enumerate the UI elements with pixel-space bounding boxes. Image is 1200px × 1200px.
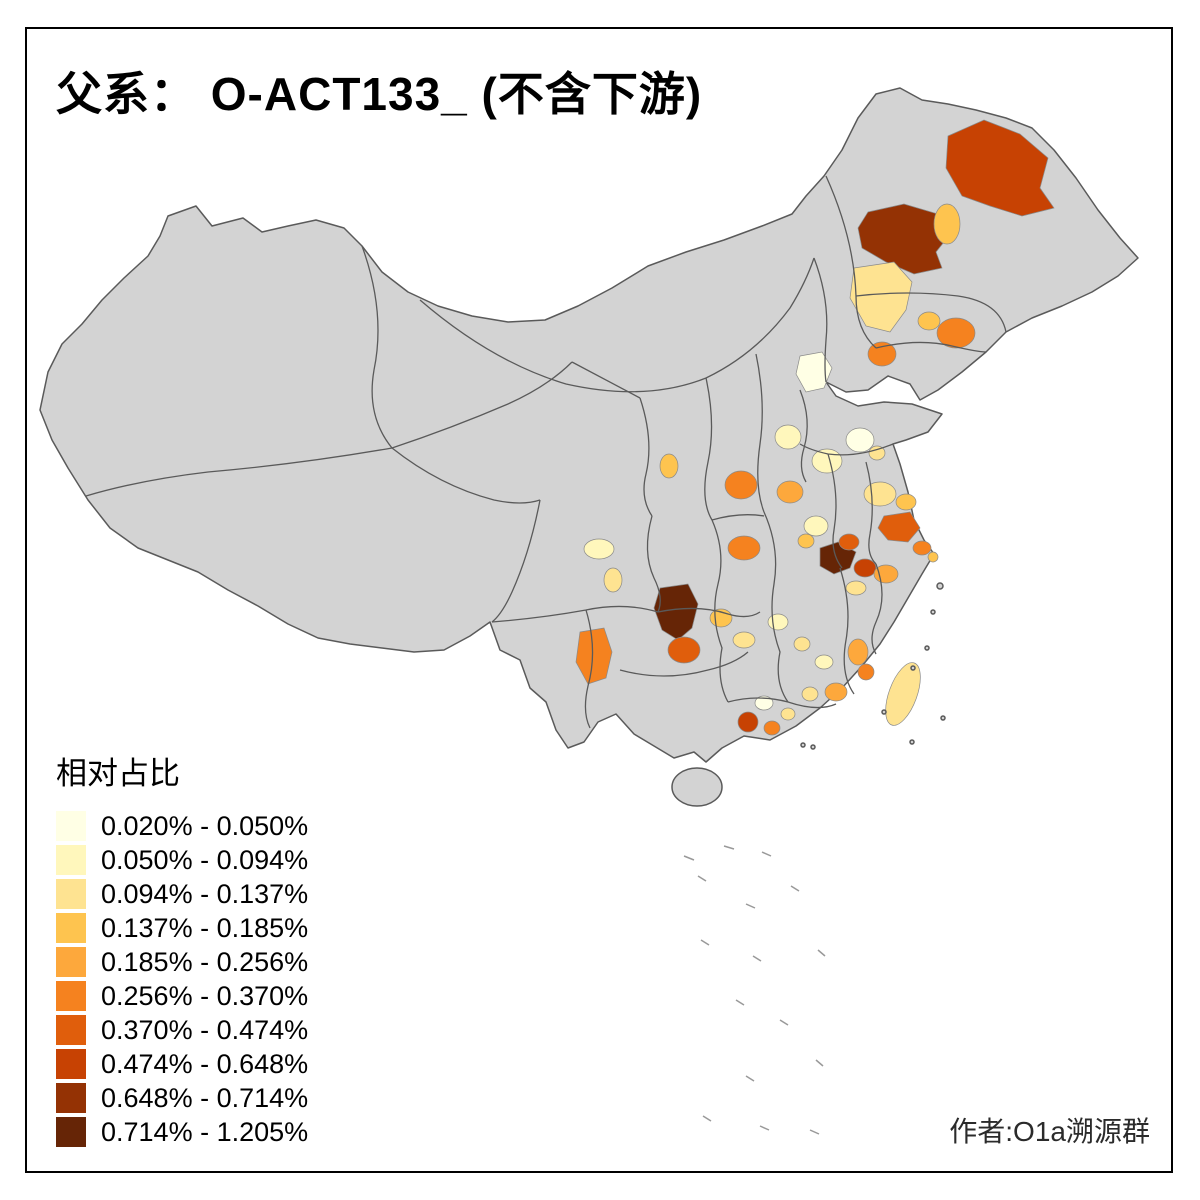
legend-swatch (56, 845, 86, 875)
map-region (754, 695, 774, 711)
map-region (857, 663, 875, 681)
map-region (867, 341, 897, 367)
map-region (895, 493, 917, 511)
map-region (917, 311, 941, 331)
map-region (776, 480, 804, 504)
legend-items: 0.020% - 0.050% 0.050% - 0.094% 0.094% - 0… (56, 811, 308, 1147)
small-island (810, 744, 816, 750)
legend-item: 0.474% - 0.648% (56, 1049, 308, 1079)
legend: 相对占比 0.020% - 0.050% 0.050% - 0.094% 0.094… (56, 748, 308, 1151)
map-region (857, 203, 953, 275)
small-island (800, 742, 806, 748)
attribution: 作者:O1a溯源群 (949, 1116, 1150, 1147)
legend-swatch (56, 947, 86, 977)
map-region (933, 203, 961, 245)
map-region (724, 470, 758, 500)
south-china-sea-islands (683, 845, 826, 1135)
map-region (824, 682, 848, 702)
legend-item: 0.050% - 0.094% (56, 845, 308, 875)
legend-item: 0.648% - 0.714% (56, 1083, 308, 1113)
small-island (940, 715, 946, 721)
map-region (814, 654, 834, 670)
map-region (801, 686, 819, 702)
map-region (732, 631, 756, 649)
map-region (877, 511, 921, 543)
legend-item: 0.137% - 0.185% (56, 913, 308, 943)
legend-swatch (56, 811, 86, 841)
map-region (803, 515, 829, 537)
map-region (847, 638, 869, 666)
map-region (767, 613, 789, 631)
legend-swatch (56, 981, 86, 1011)
province-borders (85, 175, 1007, 729)
map-region (659, 453, 679, 479)
map-region (737, 711, 759, 733)
legend-item: 0.185% - 0.256% (56, 947, 308, 977)
map-region (845, 580, 867, 596)
small-island (930, 609, 936, 615)
map-region (853, 558, 877, 578)
small-island (936, 582, 944, 590)
legend-swatch (56, 1083, 86, 1113)
map-region (927, 551, 939, 563)
legend-label: 0.648% - 0.714% (101, 1083, 309, 1113)
legend-swatch (56, 1015, 86, 1045)
hainan-island (671, 767, 723, 807)
map-region (811, 448, 843, 474)
legend-label: 0.714% - 1.205% (101, 1117, 309, 1147)
legend-item: 0.020% - 0.050% (56, 811, 308, 841)
map-region (774, 424, 802, 450)
legend-label: 0.020% - 0.050% (101, 811, 309, 841)
taiwan-island (885, 662, 921, 726)
legend-swatch (56, 1117, 86, 1147)
map-region (863, 481, 897, 507)
choropleth-regions (575, 119, 1055, 736)
coastal-islands (671, 582, 946, 807)
legend-swatch (56, 1049, 86, 1079)
small-island (924, 645, 930, 651)
map-region (793, 636, 811, 652)
small-island (909, 739, 915, 745)
small-island (881, 709, 887, 715)
map-region (780, 707, 796, 721)
page-title: 父系： O-ACT133_ (不含下游) (56, 68, 703, 120)
legend-label: 0.474% - 0.648% (101, 1049, 309, 1079)
china-mainland (39, 87, 1139, 763)
map-region (603, 567, 623, 593)
legend-label: 0.137% - 0.185% (101, 913, 309, 943)
map-region (667, 636, 701, 664)
map-region (583, 538, 615, 560)
map-region (795, 351, 833, 393)
map-region (575, 627, 613, 685)
legend-swatch (56, 913, 86, 943)
legend-item: 0.094% - 0.137% (56, 879, 308, 909)
legend-label: 0.050% - 0.094% (101, 845, 309, 875)
map-region (912, 540, 932, 556)
map-region (936, 317, 976, 349)
legend-item: 0.714% - 1.205% (56, 1117, 308, 1147)
legend-label: 0.094% - 0.137% (101, 879, 309, 909)
map-region (763, 720, 781, 736)
map-region (845, 427, 875, 453)
map-region (797, 533, 815, 549)
map-region (727, 535, 761, 561)
legend-label: 0.370% - 0.474% (101, 1015, 309, 1045)
legend-item: 0.256% - 0.370% (56, 981, 308, 1011)
legend-title: 相对占比 (56, 756, 180, 791)
legend-label: 0.185% - 0.256% (101, 947, 309, 977)
legend-item: 0.370% - 0.474% (56, 1015, 308, 1045)
map-region (945, 119, 1055, 217)
map-region (868, 445, 886, 461)
legend-swatch (56, 879, 86, 909)
legend-label: 0.256% - 0.370% (101, 981, 309, 1011)
map-region (838, 533, 860, 551)
small-island (910, 665, 916, 671)
map-region (849, 261, 913, 333)
